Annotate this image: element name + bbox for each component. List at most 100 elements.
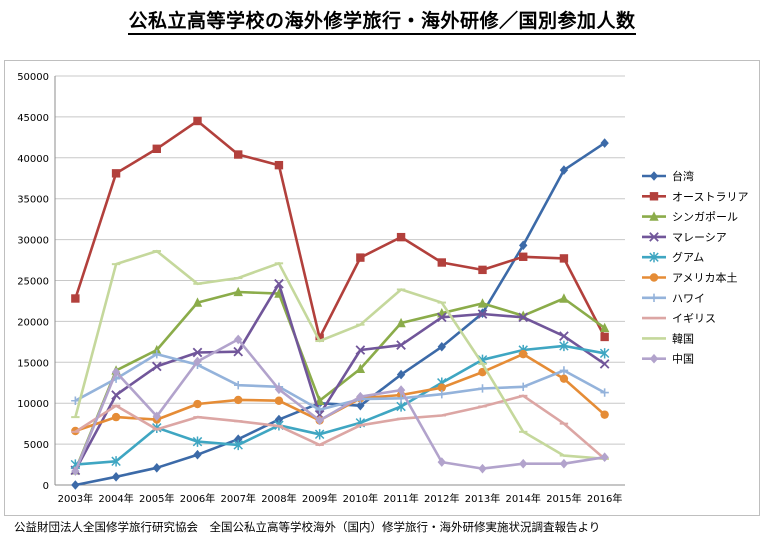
data-point xyxy=(315,405,324,414)
data-point xyxy=(192,297,203,307)
data-point xyxy=(559,165,569,175)
chart-title: 公私立高等学校の海外修学旅行・海外研修／国別参加人数 xyxy=(0,6,764,35)
chart-title-text: 公私立高等学校の海外修学旅行・海外研修／国別参加人数 xyxy=(128,10,636,35)
data-point xyxy=(152,344,162,355)
data-point xyxy=(649,273,659,282)
data-point xyxy=(193,356,202,367)
data-point xyxy=(314,429,325,440)
legend-label: シンガポール xyxy=(672,211,738,224)
data-point xyxy=(436,312,447,323)
data-point xyxy=(396,401,406,412)
legend-label: アメリカ本土 xyxy=(672,271,737,285)
data-point xyxy=(274,414,284,425)
data-point xyxy=(396,340,406,350)
data-point xyxy=(152,411,161,422)
data-point xyxy=(274,160,284,170)
data-point xyxy=(478,265,487,275)
y-tick-label: 40000 xyxy=(17,154,49,165)
data-point xyxy=(193,116,202,126)
data-point xyxy=(152,349,161,359)
x-tick-label: 2013年 xyxy=(465,492,500,505)
data-point xyxy=(111,472,121,482)
data-point xyxy=(437,258,446,267)
x-tick-label: 2016年 xyxy=(587,492,622,505)
legend-label: 中国 xyxy=(672,353,694,366)
data-point xyxy=(234,381,243,390)
data-point xyxy=(111,367,121,377)
data-point xyxy=(356,400,365,411)
y-tick-label: 10000 xyxy=(17,399,49,410)
series-line xyxy=(74,282,606,471)
data-point xyxy=(599,359,610,369)
data-point xyxy=(234,150,243,159)
data-point xyxy=(192,347,203,358)
data-point xyxy=(396,394,406,403)
data-point xyxy=(396,385,406,395)
data-point xyxy=(559,340,569,352)
data-point xyxy=(152,422,162,433)
data-point xyxy=(315,415,324,426)
x-tick-label: 2010年 xyxy=(343,492,378,505)
data-point xyxy=(71,466,80,476)
data-point xyxy=(396,232,406,242)
x-tick-label: 2014年 xyxy=(505,492,540,505)
data-point xyxy=(600,410,609,419)
series-line xyxy=(74,394,606,460)
data-point xyxy=(649,252,659,263)
data-point xyxy=(111,390,121,400)
data-point xyxy=(152,144,161,154)
data-point xyxy=(355,363,366,374)
data-point xyxy=(649,353,659,364)
data-point xyxy=(518,312,529,323)
data-point xyxy=(111,412,121,422)
data-point xyxy=(356,253,365,262)
data-point xyxy=(559,254,569,263)
data-point xyxy=(437,383,446,392)
data-point xyxy=(151,361,162,372)
data-point xyxy=(437,341,446,352)
data-point xyxy=(600,138,609,148)
data-point xyxy=(477,298,488,308)
y-tick-label: 0 xyxy=(43,481,49,492)
data-point xyxy=(71,294,80,303)
series-line xyxy=(74,119,606,340)
data-point xyxy=(559,458,569,469)
data-point xyxy=(234,395,243,405)
series-line xyxy=(74,249,605,461)
data-point xyxy=(649,293,659,302)
data-point xyxy=(71,396,80,405)
source-note: 公益財団法人全国修学旅行研究協会 全国公私立高等学校海外（国内）修学旅行・海外研… xyxy=(14,520,601,534)
data-point xyxy=(599,348,610,359)
data-point xyxy=(600,388,609,397)
data-point xyxy=(315,333,324,342)
data-point xyxy=(478,384,487,393)
data-point xyxy=(193,399,202,409)
legend-label: 台湾 xyxy=(672,169,694,183)
data-point xyxy=(519,252,528,261)
data-point xyxy=(314,395,325,405)
legend-label: グアム xyxy=(672,250,704,264)
data-point xyxy=(396,369,406,380)
y-tick-label: 35000 xyxy=(17,195,49,206)
legend-label: 韓国 xyxy=(672,332,694,345)
data-point xyxy=(519,349,528,359)
data-point xyxy=(193,449,202,460)
data-point xyxy=(71,480,80,490)
y-tick-label: 5000 xyxy=(24,440,49,451)
series-line xyxy=(75,344,605,466)
data-point xyxy=(233,346,244,357)
data-point xyxy=(396,317,406,328)
data-point xyxy=(559,293,569,303)
legend-label: マレーシア xyxy=(672,231,727,244)
data-point xyxy=(356,391,365,402)
data-point xyxy=(599,322,610,333)
legend-label: ハワイ xyxy=(672,292,705,305)
x-tick-label: 2008年 xyxy=(261,492,296,505)
y-tick-label: 45000 xyxy=(17,113,49,124)
data-point xyxy=(234,434,243,444)
x-tick-label: 2011年 xyxy=(383,492,418,505)
data-point xyxy=(600,332,609,342)
data-point xyxy=(152,463,161,473)
data-point xyxy=(111,169,121,178)
